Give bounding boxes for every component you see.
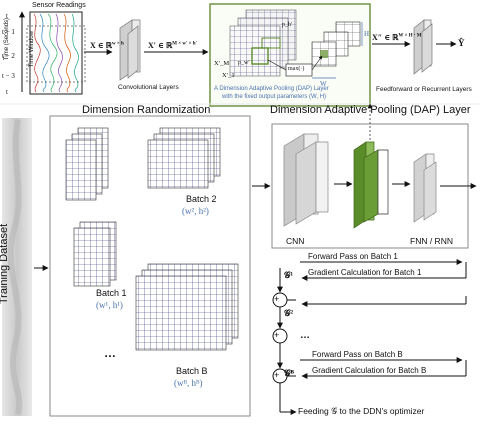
p-w-label: p_w′	[238, 60, 250, 66]
batch-B-stack	[135, 263, 239, 351]
plus-sign-2: +	[274, 330, 280, 340]
p-h-label: p_h′	[282, 22, 293, 28]
t-tick-3: t − 3	[2, 72, 15, 80]
fnn-rnn-blocks	[413, 153, 437, 223]
x-dprime-label: X″ ∈ ℝW × H · M	[372, 33, 422, 42]
t-tick-2: t − 2	[2, 52, 15, 60]
g1-label: 𝒢¹	[284, 270, 294, 280]
batch-2-label: Batch 2	[186, 194, 217, 204]
batches-ellipsis: …	[104, 346, 116, 360]
time-window-bracket	[26, 25, 86, 83]
ffn-label: Feedforward or Recurrent Layers	[376, 86, 472, 93]
plus-sign-1: +	[274, 294, 280, 304]
sensor-readings-label: Sensor Readings	[32, 2, 86, 9]
t-tick-0: t	[6, 12, 8, 20]
W-label: W	[320, 80, 327, 88]
batch-B-params: (wᴮ, hᴮ)	[174, 378, 203, 388]
x-input-label: X ∈ ℝw × h	[90, 41, 124, 50]
time-window-label: Time Window	[29, 30, 36, 68]
dap-feature-maps	[229, 9, 297, 77]
forward-pass-batch-B: Forward Pass on Batch B	[312, 350, 403, 359]
conv-layers-label: Convolutional Layers	[118, 84, 179, 91]
batch-1-label: Batch 1	[96, 288, 127, 298]
t-tick-1: t − 1	[2, 28, 15, 36]
cnn-label: CNN	[286, 236, 305, 246]
batch-2-stack	[147, 127, 221, 189]
batch-2-params: (w², h²)	[182, 206, 209, 216]
dap-caption-line-1: A Dimension Adaptive Pooling (DAP) Layer	[214, 86, 329, 92]
gradient-ellipsis: …	[300, 330, 310, 341]
sensor-signals	[33, 13, 79, 93]
max-op-label: max(·)	[288, 66, 305, 72]
batch-B-label: Batch B	[176, 366, 208, 376]
dap-pooled-output	[311, 21, 361, 67]
training-dataset-label: Training Dataset	[0, 223, 11, 305]
max-op-link-in	[267, 59, 287, 71]
x-1-label: X′_1	[222, 72, 235, 79]
dimension-randomization-panel	[49, 115, 251, 417]
x-prime-label: X′ ∈ ℝM × w′ × h′	[148, 41, 197, 50]
batch-1-params: (w¹, h¹)	[96, 300, 123, 310]
g2-label: 𝒢²	[284, 308, 294, 318]
ffn-blocks	[413, 19, 433, 75]
gradient-flow	[272, 259, 467, 415]
dimension-randomization-title: Dimension Randomization	[82, 104, 211, 116]
t-tick-4: t	[6, 88, 8, 96]
batch-1-stack	[65, 127, 117, 287]
plus-sign-3: +	[274, 370, 280, 380]
cnn-blocks	[283, 133, 329, 227]
max-op-link-out	[311, 55, 323, 71]
gB-label: 𝒢ᴮ	[284, 368, 294, 378]
conv-layer-blocks	[119, 19, 141, 81]
feeding-optimizer-label: Feeding 𝒢 to the DDN’s optimizer	[298, 406, 425, 416]
gradient-batch-B: Gradient Calculation for Batch B	[312, 366, 427, 375]
fnn-rnn-label: FNN / RNN	[410, 236, 453, 246]
y-hat-label: Ŷ	[458, 38, 465, 48]
forward-pass-batch-1: Forward Pass on Batch 1	[308, 252, 398, 261]
x-m-label: X′_M	[214, 60, 230, 67]
dap-bottom-title: Dimension Adaptive Pooling (DAP) Layer	[270, 104, 471, 116]
dap-green-block	[353, 141, 389, 229]
gradient-batch-1: Gradient Calculation for Batch 1	[308, 268, 422, 277]
dap-caption-line-2: with the fixed output parameters (W, H)	[222, 94, 327, 100]
H-label: H	[364, 30, 370, 38]
